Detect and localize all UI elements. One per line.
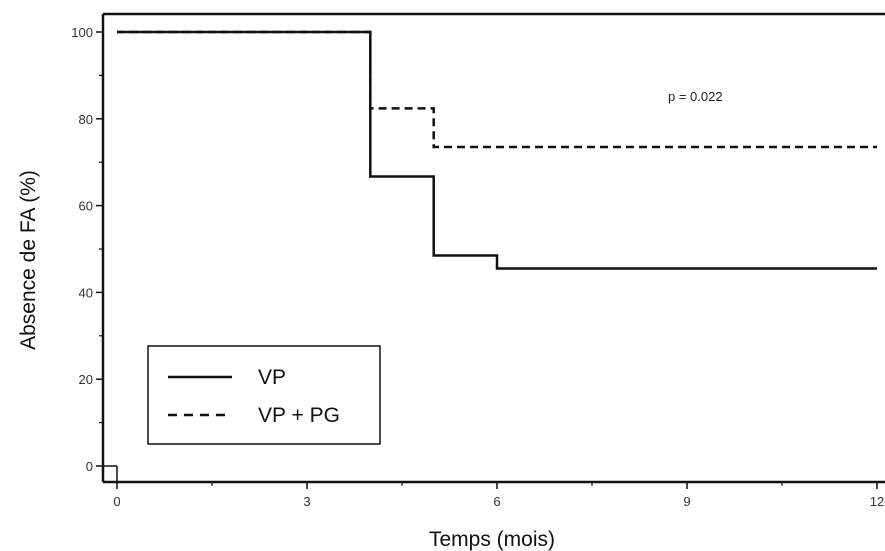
p-value-annotation: p = 0.022 bbox=[668, 89, 723, 104]
y-tick-label: 100 bbox=[71, 25, 93, 40]
y-tick-label: 40 bbox=[79, 285, 93, 300]
series-line-vp-pg bbox=[117, 30, 877, 149]
y-tick-label: 20 bbox=[79, 372, 93, 387]
legend-box bbox=[147, 345, 381, 445]
legend-label-vp: VP bbox=[258, 366, 286, 389]
legend: VP VP + PG bbox=[147, 345, 381, 445]
series-layer bbox=[103, 30, 877, 482]
x-axis: 0 3 6 9 12 bbox=[113, 482, 884, 509]
y-tick-label: 0 bbox=[86, 459, 93, 474]
y-tick-label: 60 bbox=[79, 199, 93, 214]
x-tick-label: 12 bbox=[870, 494, 884, 509]
x-tick-label: 3 bbox=[303, 494, 310, 509]
x-tick-label: 0 bbox=[113, 494, 120, 509]
x-axis-title: Temps (mois) bbox=[429, 528, 555, 551]
series-line-vp bbox=[117, 30, 877, 270]
x-tick-label: 9 bbox=[683, 494, 690, 509]
y-axis-title: Absence de FA (%) bbox=[17, 170, 40, 350]
y-tick-label: 80 bbox=[79, 112, 93, 127]
plot-frame bbox=[101, 12, 885, 484]
x-tick-label: 6 bbox=[493, 494, 500, 509]
y-axis: 0 20 40 60 80 100 bbox=[71, 25, 103, 474]
legend-label-vp-pg: VP + PG bbox=[258, 404, 340, 427]
